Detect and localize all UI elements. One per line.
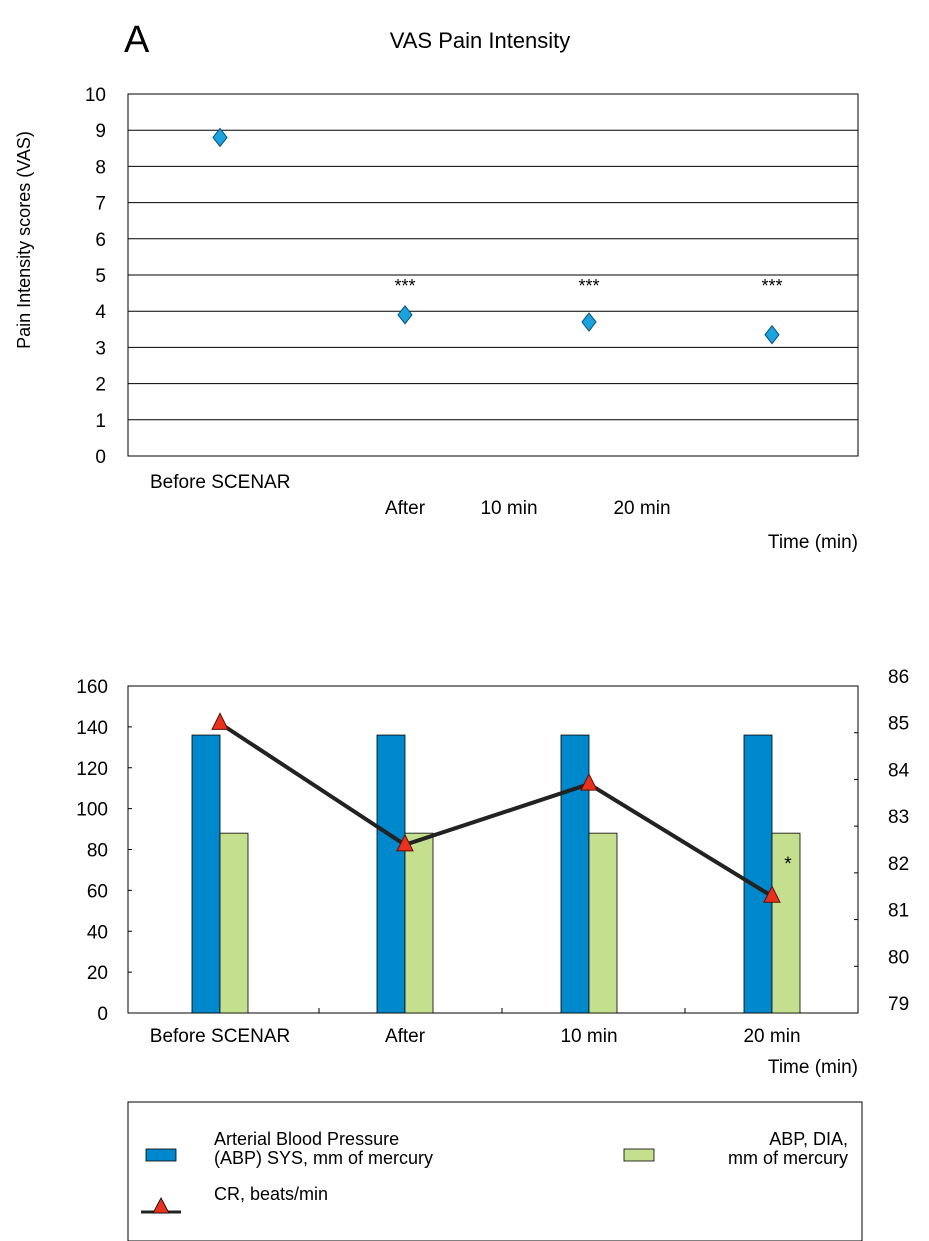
data-points: [212, 127, 780, 345]
x-tick-labels: Before SCENAR After 10 min 20 min: [150, 1026, 801, 1047]
legend-label-sys-line1: Arterial Blood Pressure: [214, 1129, 399, 1149]
x-axis-label: Time (min): [768, 1057, 858, 1078]
left-y-tick-label-2: 40: [87, 922, 108, 943]
panel-label: A: [124, 19, 150, 61]
chart-a: A VAS Pain Intensity Pain Intensity scor…: [14, 19, 859, 553]
right-y-tick-label-1: 80: [888, 947, 909, 968]
data-point-3: [764, 324, 780, 345]
bar-dia-0: [219, 832, 249, 1014]
bar-sys-2: [560, 734, 590, 1014]
left-y-tick-label-1: 20: [87, 963, 108, 984]
left-y-tick-label-5: 100: [76, 800, 108, 821]
x-tick-label-1: After: [385, 1026, 426, 1047]
y-tick-label-9: 9: [95, 121, 106, 142]
cr-line: [218, 721, 774, 898]
significance-annotations: *: [784, 854, 792, 875]
data-point-2: [581, 312, 597, 332]
legend: Arterial Blood Pressure (ABP) SYS, mm of…: [127, 1101, 863, 1241]
legend-label-dia-line2: mm of mercury: [728, 1148, 848, 1168]
cr-marker-1: [396, 833, 414, 852]
y-tick-label-3: 3: [95, 338, 106, 359]
annotation-1: ***: [394, 276, 415, 296]
x-tick-label-3: 20 min: [613, 498, 670, 519]
left-y-tick-label-4: 80: [87, 841, 108, 862]
right-y-tick-label-0: 79: [888, 994, 909, 1015]
bar-dia-2: [588, 832, 618, 1014]
bar-sys-0: [191, 734, 221, 1014]
y-tick-label-5: 5: [95, 266, 106, 287]
left-y-tick-labels: 0 20 40 60 80 100 120 140 160: [76, 677, 132, 1025]
left-y-tick-label-0: 0: [97, 1004, 108, 1025]
y-tick-label-8: 8: [95, 157, 106, 178]
legend-label-sys-line2: (ABP) SYS, mm of mercury: [214, 1148, 433, 1168]
cr-marker-0: [211, 712, 229, 730]
x-axis-label: Time (min): [768, 532, 858, 553]
left-y-tick-label-8: 160: [76, 677, 108, 698]
x-tick-label-1: After: [385, 498, 426, 519]
bar-dia-3: [771, 832, 801, 1014]
legend-swatch-sys: [145, 1148, 177, 1162]
y-tick-label-2: 2: [95, 375, 106, 396]
x-tick-label-2: 10 min: [560, 1026, 617, 1047]
x-tick-label-3: 20 min: [743, 1026, 800, 1047]
legend-swatch-cr-marker: [152, 1197, 170, 1214]
cr-marker-3: [763, 885, 781, 903]
cr-marker-2: [580, 772, 598, 791]
legend-swatch-dia: [623, 1148, 655, 1162]
annotation-3: ***: [761, 276, 782, 296]
significance-annotations: *** *** ***: [394, 276, 782, 296]
left-y-tick-label-6: 120: [76, 759, 108, 780]
y-tick-label-10: 10: [85, 85, 106, 106]
left-y-tick-label-7: 140: [76, 718, 108, 739]
y-tick-label-4: 4: [95, 302, 106, 323]
y-tick-label-0: 0: [95, 447, 106, 468]
right-y-tick-label-5: 84: [888, 760, 910, 781]
legend-box: [127, 1101, 863, 1241]
x-tick-marks: [318, 1008, 686, 1013]
data-point-0: [212, 127, 228, 148]
left-y-tick-label-3: 60: [87, 881, 108, 902]
x-tick-label-2: 10 min: [480, 498, 537, 519]
x-tick-label-0: Before SCENAR: [150, 1026, 290, 1047]
bar-sys-1: [376, 734, 406, 1014]
cr-line-series: [211, 712, 781, 903]
chart-b: 0 20 40 60 80 100 120 140 160 79 80 81 82 83 84 85 86 *…: [76, 667, 910, 1241]
y-tick-label-7: 7: [95, 194, 106, 215]
right-y-tick-labels: 79 80 81 82 83 84 85 86: [854, 667, 910, 1015]
legend-label-cr: CR, beats/min: [214, 1184, 328, 1204]
x-tick-label-0: Before SCENAR: [150, 472, 290, 493]
right-y-tick-label-3: 82: [888, 854, 909, 875]
y-tick-labels: 0 1 2 3 4 5 6 7 8 9 10: [85, 85, 107, 468]
right-y-tick-label-6: 85: [888, 714, 909, 735]
annotation-3: *: [784, 854, 792, 875]
data-point-1: [397, 305, 413, 325]
gridlines: [128, 129, 858, 421]
bar-sys-3: [743, 734, 773, 1014]
y-tick-label-6: 6: [95, 230, 106, 251]
bar-dia-1: [404, 832, 434, 1014]
right-y-tick-label-4: 83: [888, 807, 909, 828]
right-y-tick-label-7: 86: [888, 667, 909, 688]
y-tick-label-1: 1: [95, 411, 106, 432]
legend-label-dia-line1: ABP, DIA,: [769, 1129, 848, 1149]
right-y-tick-label-2: 81: [888, 901, 909, 922]
y-axis-label: Pain Intensity scores (VAS): [14, 131, 34, 349]
bars: [191, 734, 801, 1014]
annotation-2: ***: [578, 276, 599, 296]
chart-title: VAS Pain Intensity: [390, 28, 571, 53]
